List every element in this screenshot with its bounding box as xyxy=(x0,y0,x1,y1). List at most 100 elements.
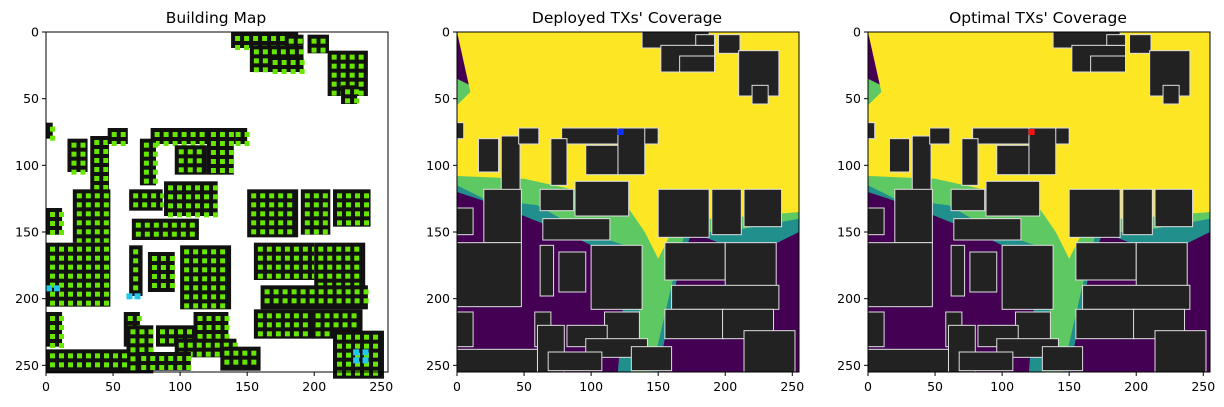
grid-point xyxy=(354,98,360,104)
grid-point xyxy=(193,303,199,309)
grid-point xyxy=(219,132,225,137)
grid-point xyxy=(187,158,193,164)
grid-point xyxy=(364,334,370,340)
grid-point xyxy=(244,141,250,146)
grid-point xyxy=(327,282,333,288)
grid-point xyxy=(152,151,158,157)
building xyxy=(457,348,538,372)
grid-point xyxy=(163,141,169,146)
grid-point xyxy=(313,193,319,199)
x-tick-label: 0 xyxy=(42,379,50,394)
grid-point xyxy=(143,160,149,166)
grid-point xyxy=(262,67,268,73)
grid-point xyxy=(302,331,308,337)
building xyxy=(585,144,619,176)
grid-point xyxy=(178,158,184,164)
grid-point xyxy=(260,211,266,217)
building xyxy=(751,84,769,105)
grid-point xyxy=(253,36,259,41)
grid-point xyxy=(113,362,118,368)
grid-point xyxy=(177,365,183,370)
grid-point xyxy=(177,329,183,335)
y-tick-label: 200 xyxy=(837,291,861,306)
grid-point xyxy=(304,193,310,199)
grid-point xyxy=(71,151,77,157)
grid-point xyxy=(177,194,183,200)
building xyxy=(950,188,986,212)
grid-point xyxy=(59,316,64,321)
building xyxy=(985,180,1041,217)
grid-point xyxy=(304,211,310,217)
grid-point xyxy=(331,63,337,69)
grid-point xyxy=(86,273,91,279)
grid-point xyxy=(144,231,150,237)
grid-point xyxy=(127,316,133,321)
grid-point xyxy=(327,289,333,295)
grid-point xyxy=(143,178,149,184)
grid-point xyxy=(86,282,91,288)
grid-point xyxy=(197,325,203,330)
grid-point xyxy=(59,212,64,217)
y-tick-label: 200 xyxy=(426,291,450,306)
grid-point xyxy=(275,255,281,261)
grid-point xyxy=(349,63,355,69)
grid-point xyxy=(235,132,241,137)
grid-point xyxy=(143,151,149,157)
grid-point xyxy=(211,258,217,264)
grid-point xyxy=(68,282,73,288)
grid-point xyxy=(103,140,109,145)
grid-point xyxy=(233,359,239,365)
grid-point xyxy=(346,211,352,217)
grid-point xyxy=(133,276,139,282)
grid-point xyxy=(355,361,361,367)
grid-point xyxy=(266,322,272,328)
grid-point xyxy=(133,193,139,199)
grid-point xyxy=(337,193,343,199)
grid-point xyxy=(266,273,272,279)
grid-point xyxy=(85,229,91,235)
grid-point xyxy=(284,313,290,319)
grid-point xyxy=(80,151,86,157)
grid-point xyxy=(184,249,190,255)
grid-point xyxy=(50,316,55,321)
grid-point xyxy=(68,246,73,252)
grid-point xyxy=(264,289,270,295)
grid-point xyxy=(373,370,379,376)
grid-point xyxy=(76,202,82,208)
grid-point xyxy=(354,289,360,295)
grid-point xyxy=(59,353,64,359)
grid-point xyxy=(148,329,154,335)
grid-point xyxy=(151,274,157,279)
grid-point xyxy=(300,298,306,304)
grid-point xyxy=(50,264,55,270)
grid-point xyxy=(130,329,136,335)
grid-point xyxy=(346,370,352,376)
building xyxy=(996,144,1030,176)
grid-point xyxy=(168,356,174,361)
grid-point xyxy=(159,365,165,370)
grid-point xyxy=(293,273,299,279)
grid-point xyxy=(210,141,216,146)
grid-point xyxy=(297,38,303,44)
grid-point xyxy=(327,264,333,270)
grid-point xyxy=(85,202,91,208)
y-tick-label: 100 xyxy=(426,158,450,173)
grid-point xyxy=(284,331,290,337)
grid-point xyxy=(302,273,308,279)
grid-point xyxy=(187,342,193,348)
grid-point xyxy=(253,49,259,55)
grid-point xyxy=(186,185,192,191)
grid-point xyxy=(50,325,55,330)
grid-point xyxy=(244,36,250,41)
grid-point xyxy=(309,289,315,295)
grid-point xyxy=(257,246,263,252)
grid-point xyxy=(160,265,166,270)
grid-point xyxy=(210,168,216,173)
grid-point xyxy=(177,185,183,191)
grid-point xyxy=(142,202,148,208)
x-tick-label: 0 xyxy=(864,379,872,394)
grid-point xyxy=(293,322,299,328)
grid-point xyxy=(262,49,268,55)
grid-point xyxy=(202,294,208,300)
grid-point xyxy=(354,246,360,252)
